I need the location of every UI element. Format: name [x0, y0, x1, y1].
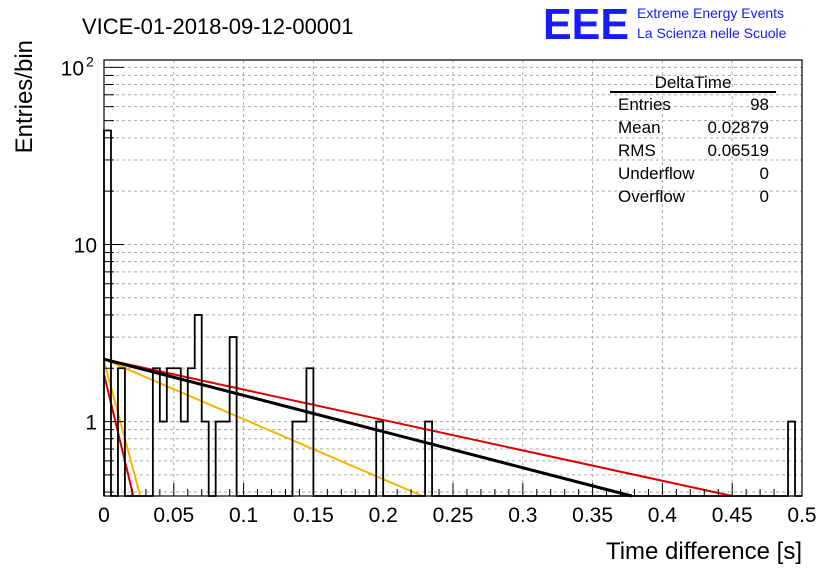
x-tick-label: 0.4	[648, 504, 678, 527]
x-tick-label: 0.5	[787, 504, 816, 527]
y-tick-label: 10	[74, 234, 97, 257]
y-tick-label: 1	[85, 412, 97, 435]
x-tick-label: 0.2	[369, 504, 398, 527]
axes: 0 0.05 0.1 0.15 0.2 0.25 0.3 0.35 0.4 0.45 0.5 1 10 1…	[61, 53, 817, 527]
stats-box: DeltaTime Entries 98 Mean 0.02879 RMS 0.06519…	[610, 73, 776, 206]
fit-curve	[103, 358, 423, 497]
logo-line-1: Extreme Energy Events	[637, 5, 784, 21]
x-tick-label: 0.15	[293, 504, 334, 527]
x-tick-label: 0.05	[153, 504, 194, 527]
eee-logo: EEE	[543, 0, 629, 49]
stats-row-value: 0.02879	[708, 118, 769, 137]
fit-curves	[103, 357, 733, 498]
logo-line-2: La Scienza nelle Scuole	[637, 25, 787, 41]
stats-row-label: Overflow	[618, 187, 686, 206]
x-tick-label: 0	[98, 504, 110, 527]
stats-row-label: Underflow	[618, 164, 695, 183]
y-tick-exponent: 2	[86, 53, 94, 69]
x-tick-label: 0.25	[433, 504, 474, 527]
stats-row-label: RMS	[618, 141, 656, 160]
stats-row-value: 0	[760, 187, 769, 206]
y-axis-label: Entries/bin	[11, 40, 38, 153]
stats-row-value: 0.06519	[708, 141, 769, 160]
x-tick-label: 0.3	[508, 504, 537, 527]
grid-lines	[104, 60, 802, 496]
stats-row-label: Mean	[618, 118, 661, 137]
stats-title: DeltaTime	[655, 73, 732, 92]
x-tick-label: 0.35	[572, 504, 613, 527]
stats-row-value: 0	[760, 164, 769, 183]
fit-curve	[103, 360, 142, 497]
stats-row-label: Entries	[618, 95, 671, 114]
fit-curve	[103, 357, 633, 498]
x-tick-label: 0.45	[712, 504, 753, 527]
x-tick-label: 0.1	[229, 504, 258, 527]
x-axis-label: Time difference [s]	[606, 538, 802, 565]
stats-row-value: 98	[750, 95, 769, 114]
y-tick-label: 10	[61, 57, 84, 80]
chart-title: VICE-01-2018-09-12-00001	[82, 14, 354, 39]
fit-curve	[103, 358, 733, 497]
stats-rows: Entries 98 Mean 0.02879 RMS 0.06519 Underflow 0…	[618, 95, 769, 206]
